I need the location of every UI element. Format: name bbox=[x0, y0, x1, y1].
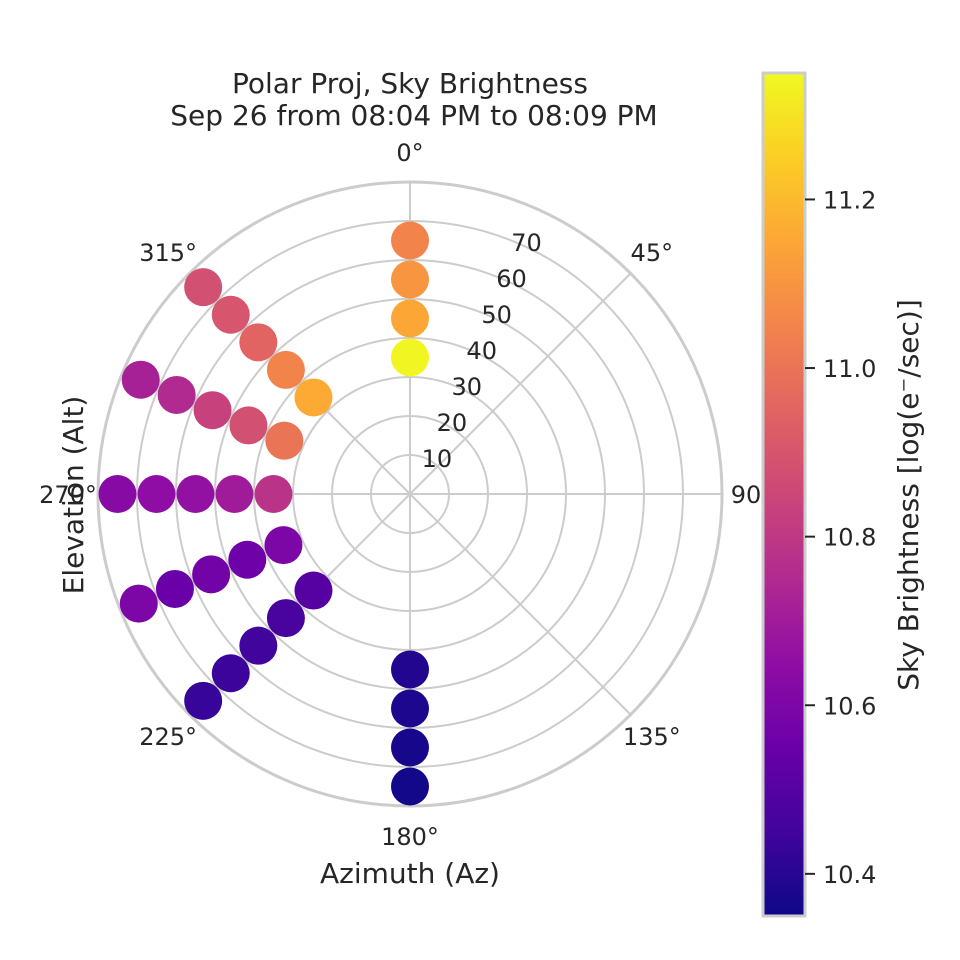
data-point bbox=[391, 221, 429, 260]
colorbar-gradient bbox=[761, 71, 807, 918]
data-point bbox=[121, 360, 160, 399]
data-point bbox=[391, 767, 429, 806]
radial-gridline bbox=[253, 337, 567, 651]
data-point bbox=[157, 375, 196, 414]
colorbar-ticks: 10.4 10.6 10.8 11.0 11.2 bbox=[805, 186, 876, 889]
colorbar: 10.4 10.6 10.8 11.0 11.2 Sky Brightness [log… bbox=[761, 71, 925, 918]
data-point bbox=[215, 475, 254, 513]
data-point bbox=[193, 391, 232, 430]
colorbar-tick-label: 11.0 bbox=[823, 355, 876, 383]
angle-tick-label: 180° bbox=[381, 823, 439, 851]
data-point bbox=[192, 555, 231, 594]
radial-tick-label: 30 bbox=[452, 373, 483, 401]
data-point bbox=[119, 584, 158, 623]
angle-tick-labels: 0°45°90°135°180°225°270°315° bbox=[39, 139, 773, 851]
data-point bbox=[254, 475, 293, 513]
data-points bbox=[98, 221, 429, 806]
y-axis-label: Elevation (Alt) bbox=[57, 396, 90, 595]
data-point bbox=[155, 569, 194, 608]
x-axis-label: Azimuth (Az) bbox=[320, 857, 500, 890]
data-point bbox=[137, 475, 176, 513]
colorbar-label: Sky Brightness [log(e⁻/sec)] bbox=[892, 299, 925, 691]
data-point bbox=[391, 299, 429, 338]
radial-tick-label: 20 bbox=[437, 409, 468, 437]
data-point bbox=[211, 295, 250, 334]
data-point bbox=[184, 681, 223, 720]
radial-tick-label: 60 bbox=[496, 265, 527, 293]
radial-tick-label: 70 bbox=[511, 229, 542, 257]
angle-tick-label: 315° bbox=[139, 239, 197, 267]
colorbar-tick-label: 10.4 bbox=[823, 861, 876, 889]
data-point bbox=[266, 350, 305, 389]
angle-tick-label: 225° bbox=[139, 723, 197, 751]
radial-tick-label: 50 bbox=[481, 301, 512, 329]
colorbar-tick-label: 10.8 bbox=[823, 524, 876, 552]
data-point bbox=[265, 421, 304, 460]
radial-tick-label: 40 bbox=[466, 337, 497, 365]
data-point bbox=[391, 650, 429, 689]
radial-gridline bbox=[292, 376, 528, 612]
data-point bbox=[264, 526, 303, 565]
polar-grid bbox=[96, 180, 724, 808]
data-point bbox=[391, 338, 429, 377]
data-point bbox=[391, 260, 429, 299]
angle-tick-label: 45° bbox=[631, 239, 674, 267]
radial-tick-label: 10 bbox=[422, 445, 453, 473]
angle-tick-label: 0° bbox=[396, 139, 423, 167]
data-point bbox=[176, 475, 215, 513]
data-point bbox=[98, 475, 137, 513]
radial-gridline bbox=[136, 220, 684, 768]
data-point bbox=[266, 599, 305, 638]
chart-title-line2: Sep 26 from 08:04 PM to 08:09 PM bbox=[170, 99, 657, 132]
chart-title-line1: Polar Proj, Sky Brightness bbox=[232, 67, 588, 100]
colorbar-tick-label: 11.2 bbox=[823, 186, 876, 214]
radial-gridline bbox=[331, 415, 489, 573]
radial-gridline bbox=[175, 259, 645, 729]
radial-gridline bbox=[370, 454, 450, 534]
radial-gridline bbox=[214, 298, 606, 690]
data-point bbox=[391, 728, 429, 767]
data-point bbox=[294, 378, 333, 417]
data-point bbox=[239, 626, 278, 665]
polar-frame bbox=[96, 180, 724, 808]
angle-tick-label: 270° bbox=[39, 481, 97, 509]
angle-tick-label: 135° bbox=[623, 723, 681, 751]
data-point bbox=[211, 654, 250, 693]
data-point bbox=[228, 540, 267, 579]
data-point bbox=[229, 406, 268, 445]
data-point bbox=[239, 323, 278, 362]
data-point bbox=[184, 268, 223, 307]
radial-tick-labels: 10 20 30 40 50 60 70 bbox=[422, 229, 542, 473]
data-point bbox=[294, 571, 333, 610]
colorbar-tick-label: 10.6 bbox=[823, 692, 876, 720]
data-point bbox=[391, 689, 429, 728]
